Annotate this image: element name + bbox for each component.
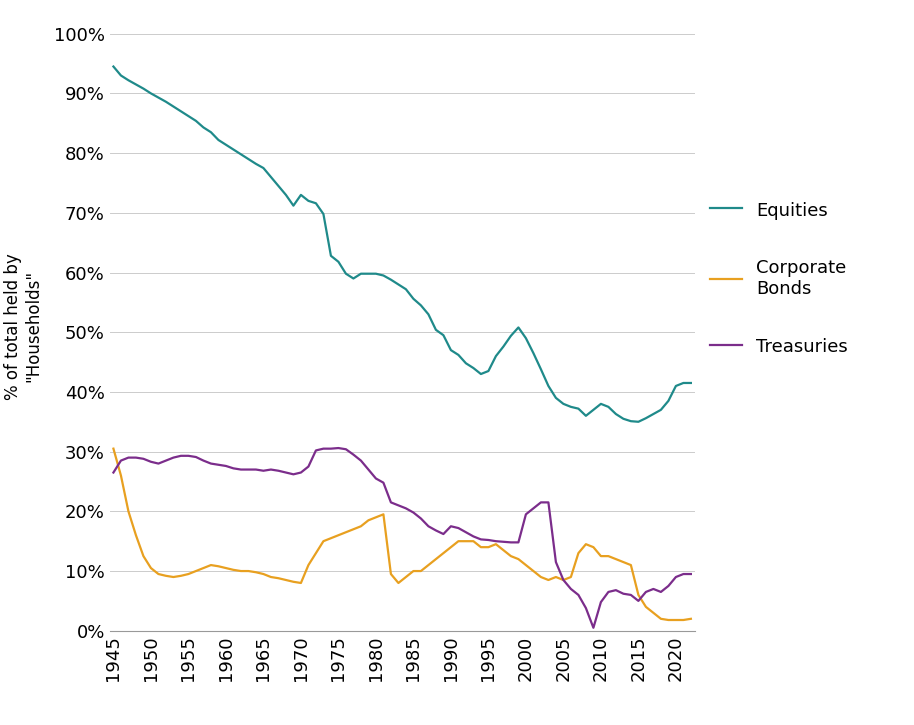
Y-axis label: % of total held by
"Households": % of total held by "Households" — [4, 253, 43, 399]
Legend: Equities, Corporate
Bonds, Treasuries: Equities, Corporate Bonds, Treasuries — [709, 202, 848, 356]
